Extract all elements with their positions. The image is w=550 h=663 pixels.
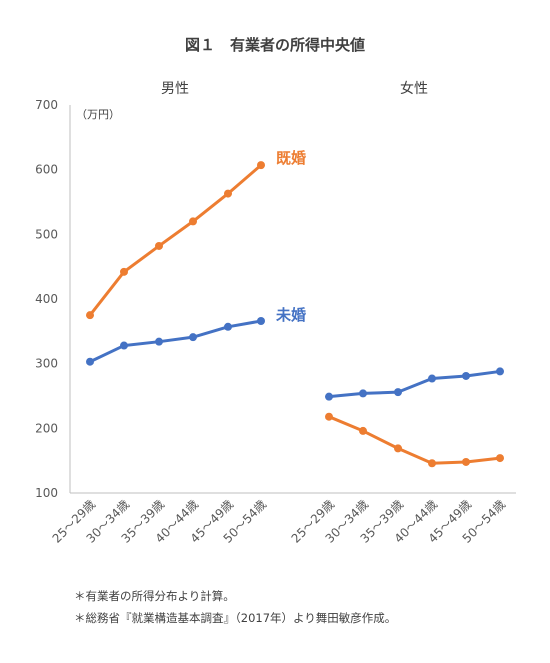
data-point-male-unmarried-4	[224, 322, 232, 331]
data-point-female-married-4	[462, 457, 470, 466]
unit-label: （万円）	[76, 108, 120, 121]
y-tick-700: 700	[35, 98, 58, 112]
panel-label-female: 女性	[400, 80, 428, 97]
data-point-male-unmarried-1	[120, 341, 128, 350]
data-point-male-unmarried-2	[155, 337, 163, 346]
data-point-female-unmarried-1	[359, 389, 367, 398]
y-tick-400: 400	[35, 292, 58, 306]
data-point-male-married-4	[224, 189, 232, 198]
data-point-female-married-1	[359, 426, 367, 435]
data-point-male-married-1	[120, 267, 128, 276]
data-point-female-married-0	[325, 412, 333, 421]
y-tick-300: 300	[35, 357, 58, 371]
series-label-married: 既婚	[276, 149, 306, 167]
data-point-male-married-3	[189, 217, 197, 226]
data-point-male-married-0	[86, 311, 94, 320]
series-line-male-married	[88, 164, 262, 317]
data-point-female-married-5	[496, 454, 504, 463]
data-point-male-unmarried-0	[86, 357, 94, 366]
footnotes: ＊有業者の所得分布より計算。 ＊総務省『就業構造基本調査』（2017年）より舞田…	[74, 585, 396, 629]
series-line-female-married	[328, 415, 501, 465]
data-point-female-unmarried-0	[325, 392, 333, 401]
data-point-female-unmarried-5	[496, 367, 504, 376]
series-line-female-unmarried	[328, 369, 501, 399]
data-point-female-married-3	[428, 459, 436, 468]
data-point-male-married-5	[257, 161, 265, 170]
data-point-female-unmarried-3	[428, 374, 436, 383]
data-point-female-unmarried-4	[462, 371, 470, 380]
footnote-1: ＊有業者の所得分布より計算。	[74, 589, 235, 603]
series-line-male-unmarried	[89, 319, 262, 364]
y-tick-labels: 100 200 300 400 500 600 700	[35, 98, 58, 500]
line-chart: 図１ 有業者の所得中央値 男性 女性 （万円） 100 200 300 400 500 6…	[35, 36, 516, 546]
data-point-female-married-2	[394, 444, 402, 453]
series-group	[86, 161, 504, 468]
y-tick-100: 100	[35, 486, 58, 500]
y-tick-500: 500	[35, 227, 58, 241]
data-point-male-unmarried-5	[257, 316, 265, 325]
data-point-male-married-2	[155, 241, 163, 250]
data-point-female-unmarried-2	[394, 388, 402, 397]
y-tick-200: 200	[35, 421, 58, 435]
y-tick-600: 600	[35, 163, 58, 177]
chart-title: 図１ 有業者の所得中央値	[185, 36, 365, 54]
series-label-unmarried: 未婚	[275, 306, 306, 324]
panel-label-male: 男性	[161, 81, 189, 97]
data-point-male-unmarried-3	[189, 333, 197, 342]
footnote-2: ＊総務省『就業構造基本調査』（2017年）より舞田敏彦作成。	[74, 611, 397, 625]
